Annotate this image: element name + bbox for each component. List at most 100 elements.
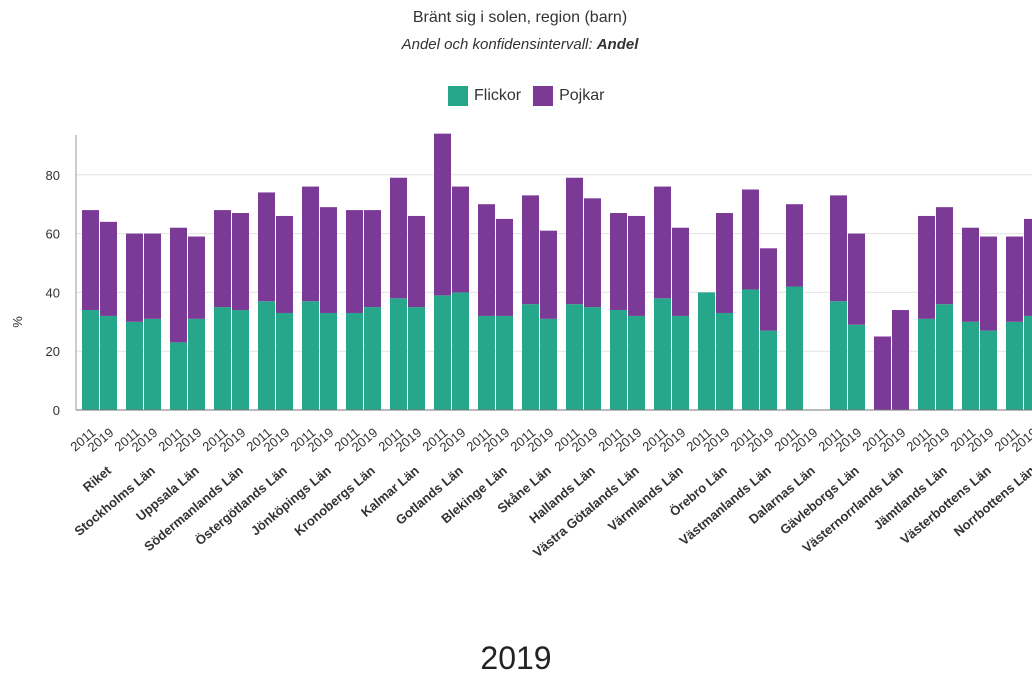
bar-flickor[interactable] [610, 310, 627, 410]
bar-flickor[interactable] [170, 342, 187, 410]
bar-pojkar[interactable] [364, 210, 381, 308]
bar-flickor[interactable] [478, 315, 495, 410]
bar-flickor[interactable] [584, 307, 601, 410]
bar-pojkar[interactable] [936, 207, 953, 305]
bar-pojkar[interactable] [584, 198, 601, 308]
bar-pojkar[interactable] [434, 133, 451, 296]
bar-pojkar[interactable] [126, 233, 143, 322]
y-tick-label: 80 [46, 168, 60, 183]
bar-flickor[interactable] [760, 330, 777, 410]
legend-swatch-pojkar [533, 86, 554, 106]
y-axis-label: % [10, 316, 25, 328]
bar-pojkar[interactable] [874, 336, 891, 411]
bar-pojkar[interactable] [962, 227, 979, 322]
bar-pojkar[interactable] [144, 233, 161, 319]
bar-flickor[interactable] [628, 315, 645, 410]
bar-flickor[interactable] [522, 304, 539, 410]
bar-pojkar[interactable] [170, 227, 187, 343]
bar-flickor[interactable] [496, 315, 513, 410]
bar-pojkar[interactable] [346, 210, 363, 313]
bar-pojkar[interactable] [566, 177, 583, 305]
bar-pojkar[interactable] [760, 248, 777, 331]
bar-pojkar[interactable] [232, 213, 249, 311]
bar-flickor[interactable] [126, 321, 143, 410]
bar-flickor[interactable] [654, 298, 671, 410]
bar-flickor[interactable] [672, 315, 689, 410]
bar-flickor[interactable] [320, 312, 337, 410]
bar-pojkar[interactable] [390, 177, 407, 299]
bar-flickor[interactable] [408, 307, 425, 410]
bar-flickor[interactable] [918, 318, 935, 410]
bar-pojkar[interactable] [522, 195, 539, 305]
bar-pojkar[interactable] [786, 204, 803, 287]
bar-flickor[interactable] [962, 321, 979, 410]
bar-flickor[interactable] [232, 310, 249, 410]
bar-pojkar[interactable] [610, 213, 627, 311]
bar-flickor[interactable] [1006, 321, 1023, 410]
bar-flickor[interactable] [980, 330, 997, 410]
bar-flickor[interactable] [302, 301, 319, 410]
chart-title: Bränt sig i solen, region (barn) [412, 9, 628, 26]
bar-flickor[interactable] [1024, 315, 1032, 410]
bar-pojkar[interactable] [478, 204, 495, 316]
bar-flickor[interactable] [936, 304, 953, 410]
bar-pojkar[interactable] [654, 186, 671, 299]
bar-flickor[interactable] [258, 301, 275, 410]
x-region-label: Riket [80, 462, 115, 494]
bar-pojkar[interactable] [848, 233, 865, 325]
bar-flickor[interactable] [716, 312, 733, 410]
bar-pojkar[interactable] [892, 310, 909, 410]
bar-pojkar[interactable] [716, 213, 733, 313]
legend-item-flickor[interactable]: Flickor [448, 86, 521, 106]
bar-pojkar[interactable] [742, 189, 759, 290]
bar-pojkar[interactable] [540, 230, 557, 319]
bar-pojkar[interactable] [628, 215, 645, 316]
y-tick-label: 20 [46, 344, 60, 359]
bar-flickor[interactable] [144, 318, 161, 410]
legend-swatch-flickor [448, 86, 468, 106]
bar-flickor[interactable] [540, 318, 557, 410]
bar-flickor[interactable] [390, 298, 407, 410]
y-tick-label: 60 [46, 227, 60, 242]
bar-flickor[interactable] [452, 292, 469, 410]
bar-pojkar[interactable] [82, 210, 99, 311]
bar-pojkar[interactable] [320, 207, 337, 313]
bar-pojkar[interactable] [980, 236, 997, 331]
bar-flickor[interactable] [698, 292, 715, 410]
bar-pojkar[interactable] [1024, 218, 1032, 316]
bar-pojkar[interactable] [830, 195, 847, 302]
bar-pojkar[interactable] [214, 210, 231, 308]
x-region-label: Stockholms Län [71, 463, 158, 539]
bar-pojkar[interactable] [672, 227, 689, 316]
bar-pojkar[interactable] [188, 236, 205, 319]
bar-pojkar[interactable] [496, 218, 513, 316]
bar-pojkar[interactable] [100, 221, 117, 316]
bar-flickor[interactable] [830, 301, 847, 410]
legend-label-flickor: Flickor [474, 87, 522, 104]
bar-flickor[interactable] [82, 310, 99, 410]
bar-pojkar[interactable] [276, 215, 293, 313]
bar-pojkar[interactable] [302, 186, 319, 302]
subtitle-prefix: Andel och konfidensintervall: [401, 36, 597, 53]
bar-flickor[interactable] [214, 307, 231, 410]
bar-pojkar[interactable] [452, 186, 469, 293]
bar-flickor[interactable] [276, 312, 293, 410]
chart-subtitle: Andel och konfidensintervall: Andel [0, 36, 1032, 53]
x-region-label: Kronobergs Län [291, 463, 378, 539]
chart-legend: Flickor Pojkar [448, 86, 616, 106]
bar-flickor[interactable] [742, 289, 759, 410]
bar-flickor[interactable] [188, 318, 205, 410]
bar-flickor[interactable] [434, 295, 451, 410]
bar-pojkar[interactable] [258, 192, 275, 302]
bar-flickor[interactable] [346, 312, 363, 410]
bar-pojkar[interactable] [408, 215, 425, 308]
bar-flickor[interactable] [100, 315, 117, 410]
bar-pojkar[interactable] [1006, 236, 1023, 322]
y-tick-label: 40 [46, 285, 60, 300]
legend-item-pojkar[interactable]: Pojkar [533, 86, 604, 106]
bar-flickor[interactable] [786, 286, 803, 410]
bar-flickor[interactable] [364, 307, 381, 410]
bar-flickor[interactable] [848, 324, 865, 410]
bar-flickor[interactable] [566, 304, 583, 410]
bar-pojkar[interactable] [918, 215, 935, 319]
